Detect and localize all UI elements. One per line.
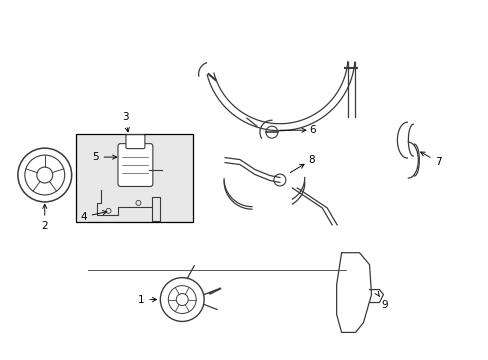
Polygon shape <box>336 253 371 332</box>
Text: 1: 1 <box>138 294 156 305</box>
Text: 5: 5 <box>92 152 117 162</box>
Bar <box>76 134 193 222</box>
Text: 9: 9 <box>374 291 387 310</box>
Text: 2: 2 <box>41 204 48 231</box>
Text: 8: 8 <box>289 155 314 172</box>
Text: 6: 6 <box>279 125 316 135</box>
FancyBboxPatch shape <box>126 135 144 149</box>
FancyBboxPatch shape <box>118 144 153 186</box>
Text: 7: 7 <box>420 152 441 167</box>
Text: 3: 3 <box>122 112 129 132</box>
Polygon shape <box>369 289 383 302</box>
Text: 4: 4 <box>80 211 106 222</box>
